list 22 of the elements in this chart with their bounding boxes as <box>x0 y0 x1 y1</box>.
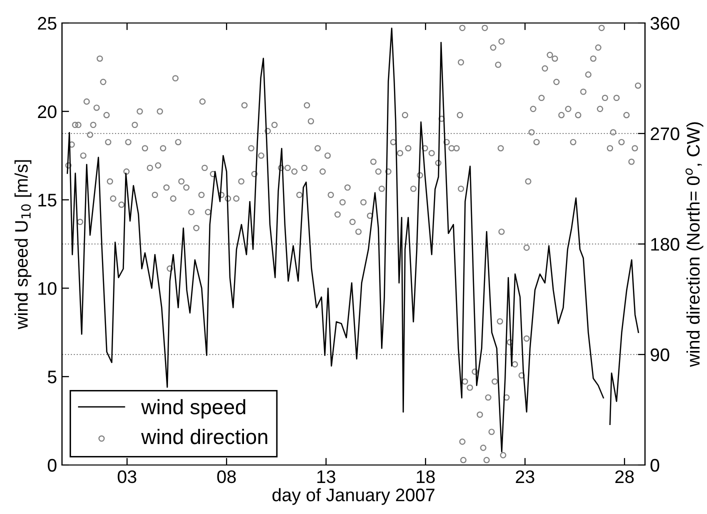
y2-tick-label: 180 <box>651 238 680 251</box>
y-tick-label: 20 <box>38 105 56 118</box>
x-tick-label: 18 <box>416 470 435 484</box>
y-tick-label: 5 <box>48 370 56 384</box>
y-tick-label: 15 <box>38 194 56 207</box>
y-tick-label: 10 <box>38 282 56 295</box>
x-tick-label: 23 <box>516 470 534 484</box>
x-axis-title: day of January 2007 <box>272 488 434 505</box>
x-tick-label: 13 <box>317 470 336 484</box>
y2-tick-label: 270 <box>650 127 680 140</box>
y-axis-title: wind speed U$_{10}$ [m/s] <box>14 160 32 330</box>
y2-tick-label: 360 <box>650 16 680 30</box>
legend-label: wind direction <box>141 428 268 444</box>
x-tick-label: 28 <box>615 470 634 484</box>
y2-axis-title: wind direction (North= 0$^{o}$, CW) <box>686 122 704 367</box>
y-tick-label: 0 <box>48 458 56 472</box>
x-tick-label: 08 <box>217 470 236 484</box>
y-tick-label: 25 <box>38 16 56 30</box>
legend-label: wind speed <box>141 399 246 418</box>
x-tick-label: 03 <box>118 470 136 484</box>
y2-tick-label: 0 <box>650 458 660 472</box>
y2-tick-label: 90 <box>650 348 670 362</box>
